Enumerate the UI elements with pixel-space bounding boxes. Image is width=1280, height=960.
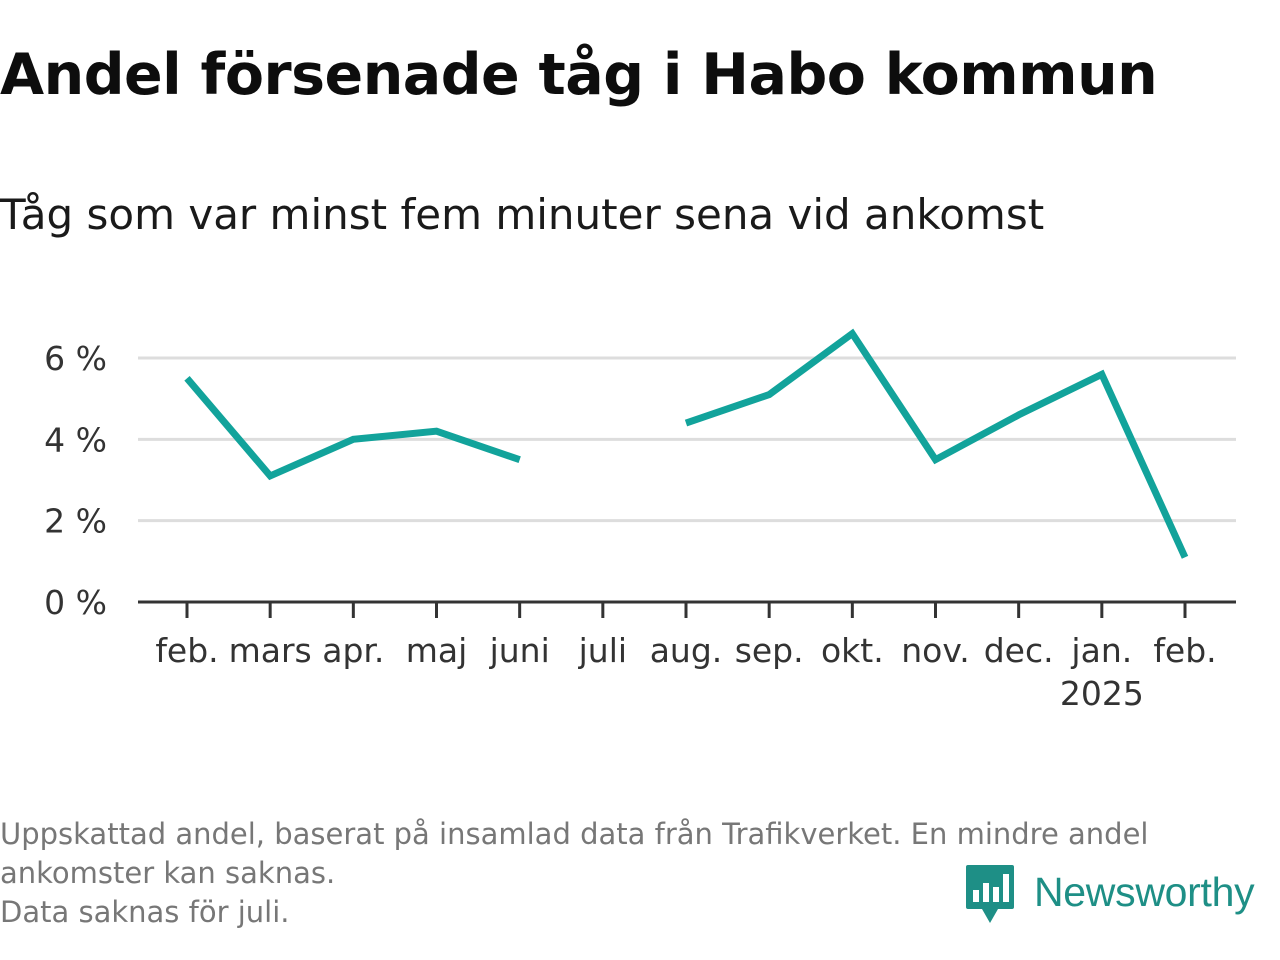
x-tick-label: dec.: [984, 631, 1054, 670]
x-tick-label: okt.: [821, 631, 884, 670]
x-tick-label: sep.: [735, 631, 804, 670]
x-axis-labels: feb. mars apr. maj juni juli aug. sep. okt. nov. d…: [155, 631, 1216, 713]
footnote: Uppskattad andel, baserat på insamlad da…: [0, 815, 1270, 932]
x-tick-label: juni: [489, 631, 550, 670]
gridlines: [138, 356, 1236, 523]
footnote-line: Data saknas för juli.: [0, 895, 290, 929]
x-tick-label: feb.: [155, 631, 218, 670]
x-tick-label: maj: [406, 631, 468, 670]
x-tick-label: apr.: [322, 631, 384, 670]
x-tick-label: nov.: [901, 631, 970, 670]
y-tick-label: 6 %: [44, 339, 107, 378]
data-series: [184, 328, 1189, 559]
brand-name: Newsworthy: [1034, 868, 1255, 915]
x-tick-label: feb.: [1153, 631, 1216, 670]
series-line: [184, 376, 521, 481]
newsworthy-bar-chart-icon: [966, 865, 1014, 923]
y-tick-label: 0 %: [44, 583, 107, 622]
footnote-line: Uppskattad andel, baserat på insamlad da…: [0, 817, 1149, 851]
y-tick-label: 4 %: [44, 420, 107, 459]
newsworthy-logo: Newsworthy: [964, 862, 1255, 928]
footnote-line: ankomster kan saknas.: [0, 856, 336, 890]
x-tick-label: juli: [578, 631, 627, 670]
chart-subtitle: Tåg som var minst fem minuter sena vid a…: [0, 190, 1045, 239]
series-line: [684, 328, 1189, 559]
x-tick-label: jan.: [1070, 631, 1132, 670]
x-axis: [138, 600, 1236, 618]
y-tick-label: 2 %: [44, 502, 107, 541]
y-axis-labels: 0 % 2 % 4 % 6 %: [44, 339, 107, 622]
chart-title: Andel försenade tåg i Habo kommun: [0, 42, 1158, 108]
x-tick-label: aug.: [650, 631, 723, 670]
x-tick-sublabel: 2025: [1060, 674, 1144, 713]
x-tick-label: mars: [229, 631, 312, 670]
